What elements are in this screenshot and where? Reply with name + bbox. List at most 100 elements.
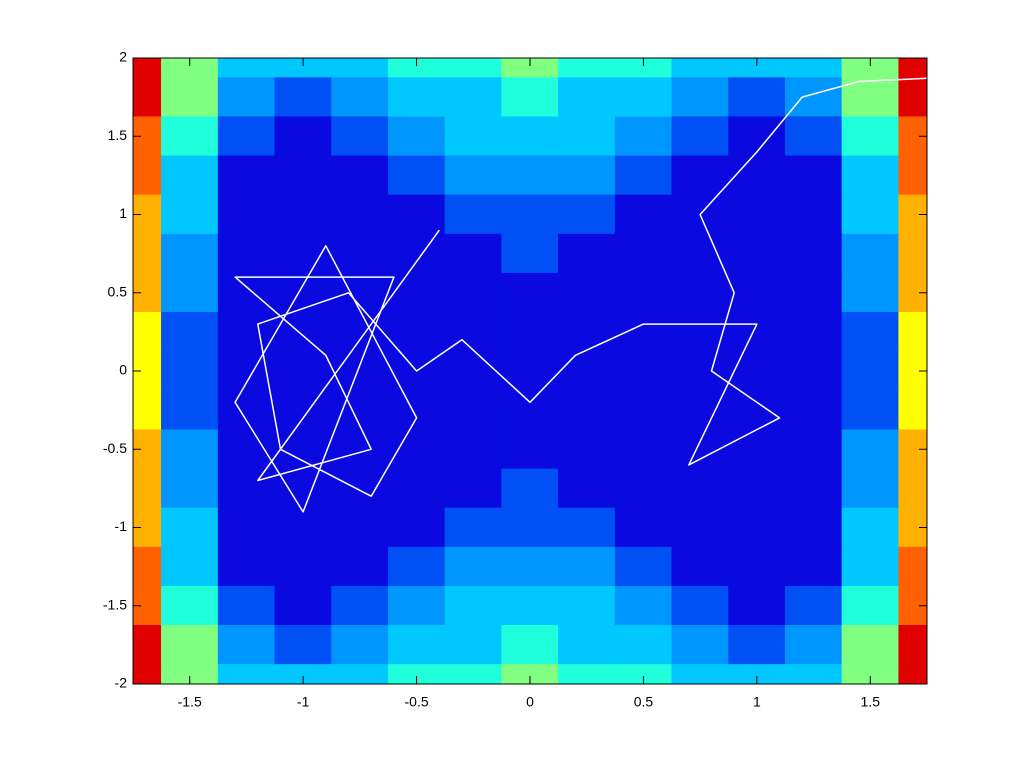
contour-cell — [133, 312, 163, 353]
contour-cell — [217, 312, 276, 353]
contour-cell — [387, 390, 446, 431]
contour-cell — [217, 546, 276, 588]
contour-cell — [728, 312, 787, 353]
contour-cell — [444, 507, 503, 548]
contour-field — [133, 58, 927, 684]
y-tick-label: 0 — [119, 362, 127, 378]
contour-cell — [614, 585, 673, 627]
contour-cell — [784, 351, 843, 392]
contour-cell — [161, 194, 219, 235]
contour-cell — [444, 272, 503, 314]
contour-cell — [501, 194, 560, 235]
contour-cell — [217, 625, 276, 666]
contour-cell — [133, 155, 163, 196]
contour-cell — [217, 585, 276, 627]
axes: -1.5 -1 -0.5 0 0.5 1 1.5 -2 -1.5 -1 -0.5 0 0.5 1 1.5 2 — [103, 49, 928, 710]
contour-cell — [331, 312, 390, 353]
contour-cell — [841, 312, 900, 353]
contour-cell — [614, 233, 673, 275]
contour-cell — [671, 468, 730, 509]
contour-cell — [501, 390, 560, 431]
contour-cell — [274, 468, 333, 509]
contour-cell — [614, 468, 673, 509]
contour-cell — [841, 429, 900, 470]
contour-cell — [898, 233, 927, 275]
contour-cell — [841, 507, 900, 548]
contour-cell — [444, 77, 503, 118]
contour-cell — [331, 664, 390, 684]
contour-cell — [501, 272, 560, 314]
contour-cell — [558, 233, 616, 275]
contour-cell — [841, 546, 900, 588]
contour-cell — [614, 429, 673, 470]
contour-cell — [501, 585, 560, 627]
contour-cell — [558, 507, 616, 548]
contour-cell — [387, 429, 446, 470]
contour-cell — [841, 625, 900, 666]
contour-cell — [784, 77, 843, 118]
contour-cell — [133, 233, 163, 275]
contour-cell — [671, 507, 730, 548]
contour-cell — [501, 664, 560, 684]
contour-cell — [558, 429, 616, 470]
contour-cell — [784, 546, 843, 588]
contour-cell — [217, 664, 276, 684]
contour-cell — [161, 155, 219, 196]
contour-cell — [331, 351, 390, 392]
contour-cell — [841, 664, 900, 684]
contour-cell — [671, 351, 730, 392]
trajectory-layer — [234, 77, 927, 513]
contour-cell — [444, 468, 503, 509]
contour-cell — [217, 272, 276, 314]
x-tick-label: 1 — [753, 694, 761, 710]
contour-cell — [501, 116, 560, 157]
contour-cell — [614, 116, 673, 157]
contour-cell — [161, 664, 219, 684]
contour-cell — [614, 664, 673, 684]
contour-cell — [161, 77, 219, 118]
contour-cell — [728, 390, 787, 431]
contour-cell — [784, 116, 843, 157]
contour-cell — [161, 351, 219, 392]
contour-cell — [387, 116, 446, 157]
contour-cell — [728, 194, 787, 235]
contour-cell — [558, 77, 616, 118]
contour-cell — [444, 233, 503, 275]
contour-cell — [671, 77, 730, 118]
contour-cell — [671, 546, 730, 588]
contour-cell — [331, 116, 390, 157]
contour-cell — [898, 625, 927, 666]
y-tick-label: -0.5 — [103, 440, 127, 456]
contour-cell — [501, 351, 560, 392]
contour-cell — [387, 155, 446, 196]
contour-cell — [558, 116, 616, 157]
x-tick-label: -0.5 — [405, 694, 429, 710]
contour-cell — [558, 272, 616, 314]
contour-cell — [558, 468, 616, 509]
contour-cell — [501, 429, 560, 470]
contour-cell — [274, 664, 333, 684]
contour-cell — [161, 272, 219, 314]
contour-cell — [161, 116, 219, 157]
contour-cell — [728, 468, 787, 509]
contour-cell — [274, 507, 333, 548]
contour-cell — [501, 625, 560, 666]
contour-cell — [614, 351, 673, 392]
contour-cell — [841, 585, 900, 627]
contour-cell — [444, 116, 503, 157]
contour-cell — [898, 468, 927, 509]
y-tick-label: 0.5 — [108, 283, 128, 299]
contour-cell — [444, 546, 503, 588]
contour-cell — [217, 233, 276, 275]
contour-cell — [784, 390, 843, 431]
contour-cell — [161, 546, 219, 588]
contour-cell — [444, 351, 503, 392]
contour-cell — [501, 546, 560, 588]
y-tick-label: 1.5 — [108, 127, 128, 143]
contour-cell — [217, 194, 276, 235]
contour-cell — [274, 390, 333, 431]
x-tick-label: -1 — [297, 694, 310, 710]
contour-cell — [501, 507, 560, 548]
x-tick-label: 0.5 — [634, 694, 654, 710]
contour-cell — [671, 272, 730, 314]
